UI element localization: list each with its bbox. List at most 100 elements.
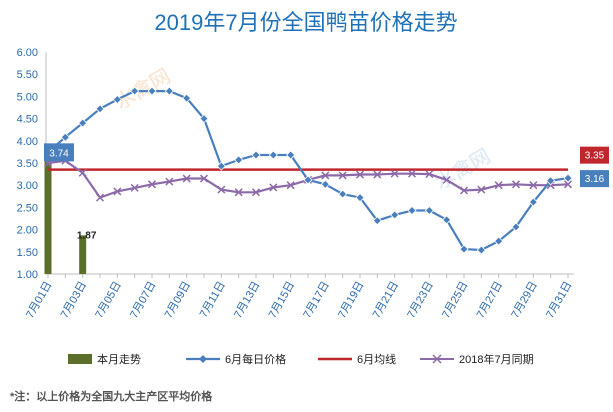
daily-price-point — [182, 93, 192, 103]
daily-price-point — [164, 86, 174, 96]
last-year-point — [459, 186, 469, 195]
x-tick-label: 7月29日 — [509, 280, 540, 321]
last-year-point — [147, 180, 157, 189]
y-tick-label: 2.50 — [17, 202, 38, 214]
daily-price-point — [355, 193, 365, 203]
x-tick-label: 7月19日 — [336, 280, 367, 321]
daily-price-point — [407, 205, 417, 216]
y-tick-label: 5.50 — [17, 69, 38, 81]
legend-bar-label: 本月走势 — [97, 352, 141, 366]
y-tick-label: 2.00 — [17, 225, 38, 237]
x-tick-label: 7月11日 — [198, 280, 228, 320]
legend: 本月走势 6月每日价格 6月均线 2018年7月同期 — [68, 352, 534, 366]
last-year-point — [234, 188, 243, 197]
daily-price-point — [251, 150, 261, 160]
daily-price-point — [95, 104, 105, 114]
last-year-point — [286, 181, 295, 190]
daily-price-point — [234, 155, 244, 165]
average-value-box — [580, 146, 609, 164]
last-year-point — [165, 177, 174, 186]
daily-price-point — [563, 173, 573, 183]
plot-area: 3.74 1.87 3.35 3.16 — [43, 86, 609, 274]
x-tick-label: 7月23日 — [405, 280, 436, 321]
last-year-point — [563, 180, 573, 189]
last-year-point — [182, 174, 191, 183]
y-tick-label: 6.00 — [17, 47, 38, 59]
daily-price-point — [268, 150, 278, 160]
y-tick-label: 3.50 — [17, 158, 38, 170]
last-year-point — [373, 170, 382, 179]
daily-price-point — [320, 179, 330, 189]
x-tick-label: 7月05日 — [93, 280, 124, 321]
daily-price-point — [216, 161, 226, 171]
daily-price-point — [442, 215, 452, 225]
x-axis: 7月01日 7月03日 7月05日 7月07日 7月09日 7月11日 7月13日 7月15日… — [24, 273, 575, 321]
last-year-point — [425, 170, 434, 179]
x-tick-label: 7月01日 — [24, 280, 55, 321]
y-tick-label: 4.50 — [17, 114, 38, 126]
legend-daily-label: 6月每日价格 — [225, 352, 286, 366]
average-value-label: 3.35 — [585, 151, 605, 162]
x-tick-label: 7月07日 — [128, 280, 159, 321]
start-value-label: 3.74 — [49, 148, 69, 159]
x-tick-label: 7月15日 — [267, 280, 298, 321]
last-year-point — [511, 180, 521, 189]
daily-price-point — [130, 86, 140, 96]
y-tick-label: 1.00 — [17, 269, 38, 281]
x-tick-label: 7月17日 — [301, 280, 332, 321]
last-year-point — [338, 171, 347, 180]
last-year-point — [407, 169, 417, 178]
last-year-point — [321, 171, 330, 180]
daily-price-point — [78, 118, 88, 128]
daily-price-point — [338, 189, 348, 199]
x-tick-label: 7月21日 — [371, 280, 402, 321]
last-year-point — [251, 188, 261, 197]
last-year-point — [390, 169, 399, 178]
legend-last-year-marker — [432, 354, 442, 364]
x-tick-label: 7月09日 — [163, 280, 194, 321]
legend-bar-swatch — [68, 354, 92, 364]
daily-price-point — [546, 176, 556, 186]
y-tick-label: 1.50 — [17, 247, 38, 259]
daily-price-point — [372, 216, 382, 226]
bar — [44, 152, 52, 274]
daily-price-point — [199, 114, 209, 124]
y-tick-label: 4.00 — [17, 136, 38, 148]
daily-price-point — [286, 150, 296, 160]
footnote: *注：以上价格为全国九大主产区平均价格 — [10, 389, 213, 403]
x-tick-label: 7月13日 — [232, 280, 263, 321]
daily-price-point — [494, 236, 504, 246]
last-year-point — [442, 175, 451, 184]
bar — [79, 235, 87, 274]
start-value-box — [44, 143, 74, 162]
x-tick-label: 7月27日 — [475, 279, 506, 320]
y-tick-label: 3.00 — [17, 180, 38, 192]
legend-last-year-label: 2018年7月同期 — [459, 352, 534, 366]
last-year-point — [130, 183, 139, 192]
daily-price-point — [511, 222, 521, 232]
x-tick-label: 7月31日 — [544, 280, 575, 321]
end-value-label: 3.16 — [585, 174, 605, 185]
x-tick-label: 7月25日 — [440, 280, 471, 321]
last-year-point — [529, 181, 538, 190]
last-year-point — [95, 193, 105, 202]
y-axis: 1.00 1.50 2.00 2.50 3.00 3.50 4.00 4.50 5.00 5.50… — [17, 47, 47, 281]
daily-price-point — [60, 132, 70, 142]
bar-value-label: 1.87 — [77, 230, 97, 241]
y-tick-label: 5.00 — [17, 91, 38, 103]
last-year-point — [78, 168, 87, 177]
daily-price-point — [528, 197, 538, 207]
last-year-point — [199, 174, 209, 183]
daily-price-point — [390, 210, 400, 220]
daily-price-point — [476, 245, 486, 255]
last-year-point — [269, 183, 278, 192]
daily-price-point — [459, 244, 469, 254]
daily-price-point — [424, 205, 434, 216]
daily-price-point — [303, 175, 313, 185]
last-year-point — [355, 170, 365, 179]
x-tick-label: 7月03日 — [59, 280, 90, 321]
last-year-point — [113, 187, 122, 196]
